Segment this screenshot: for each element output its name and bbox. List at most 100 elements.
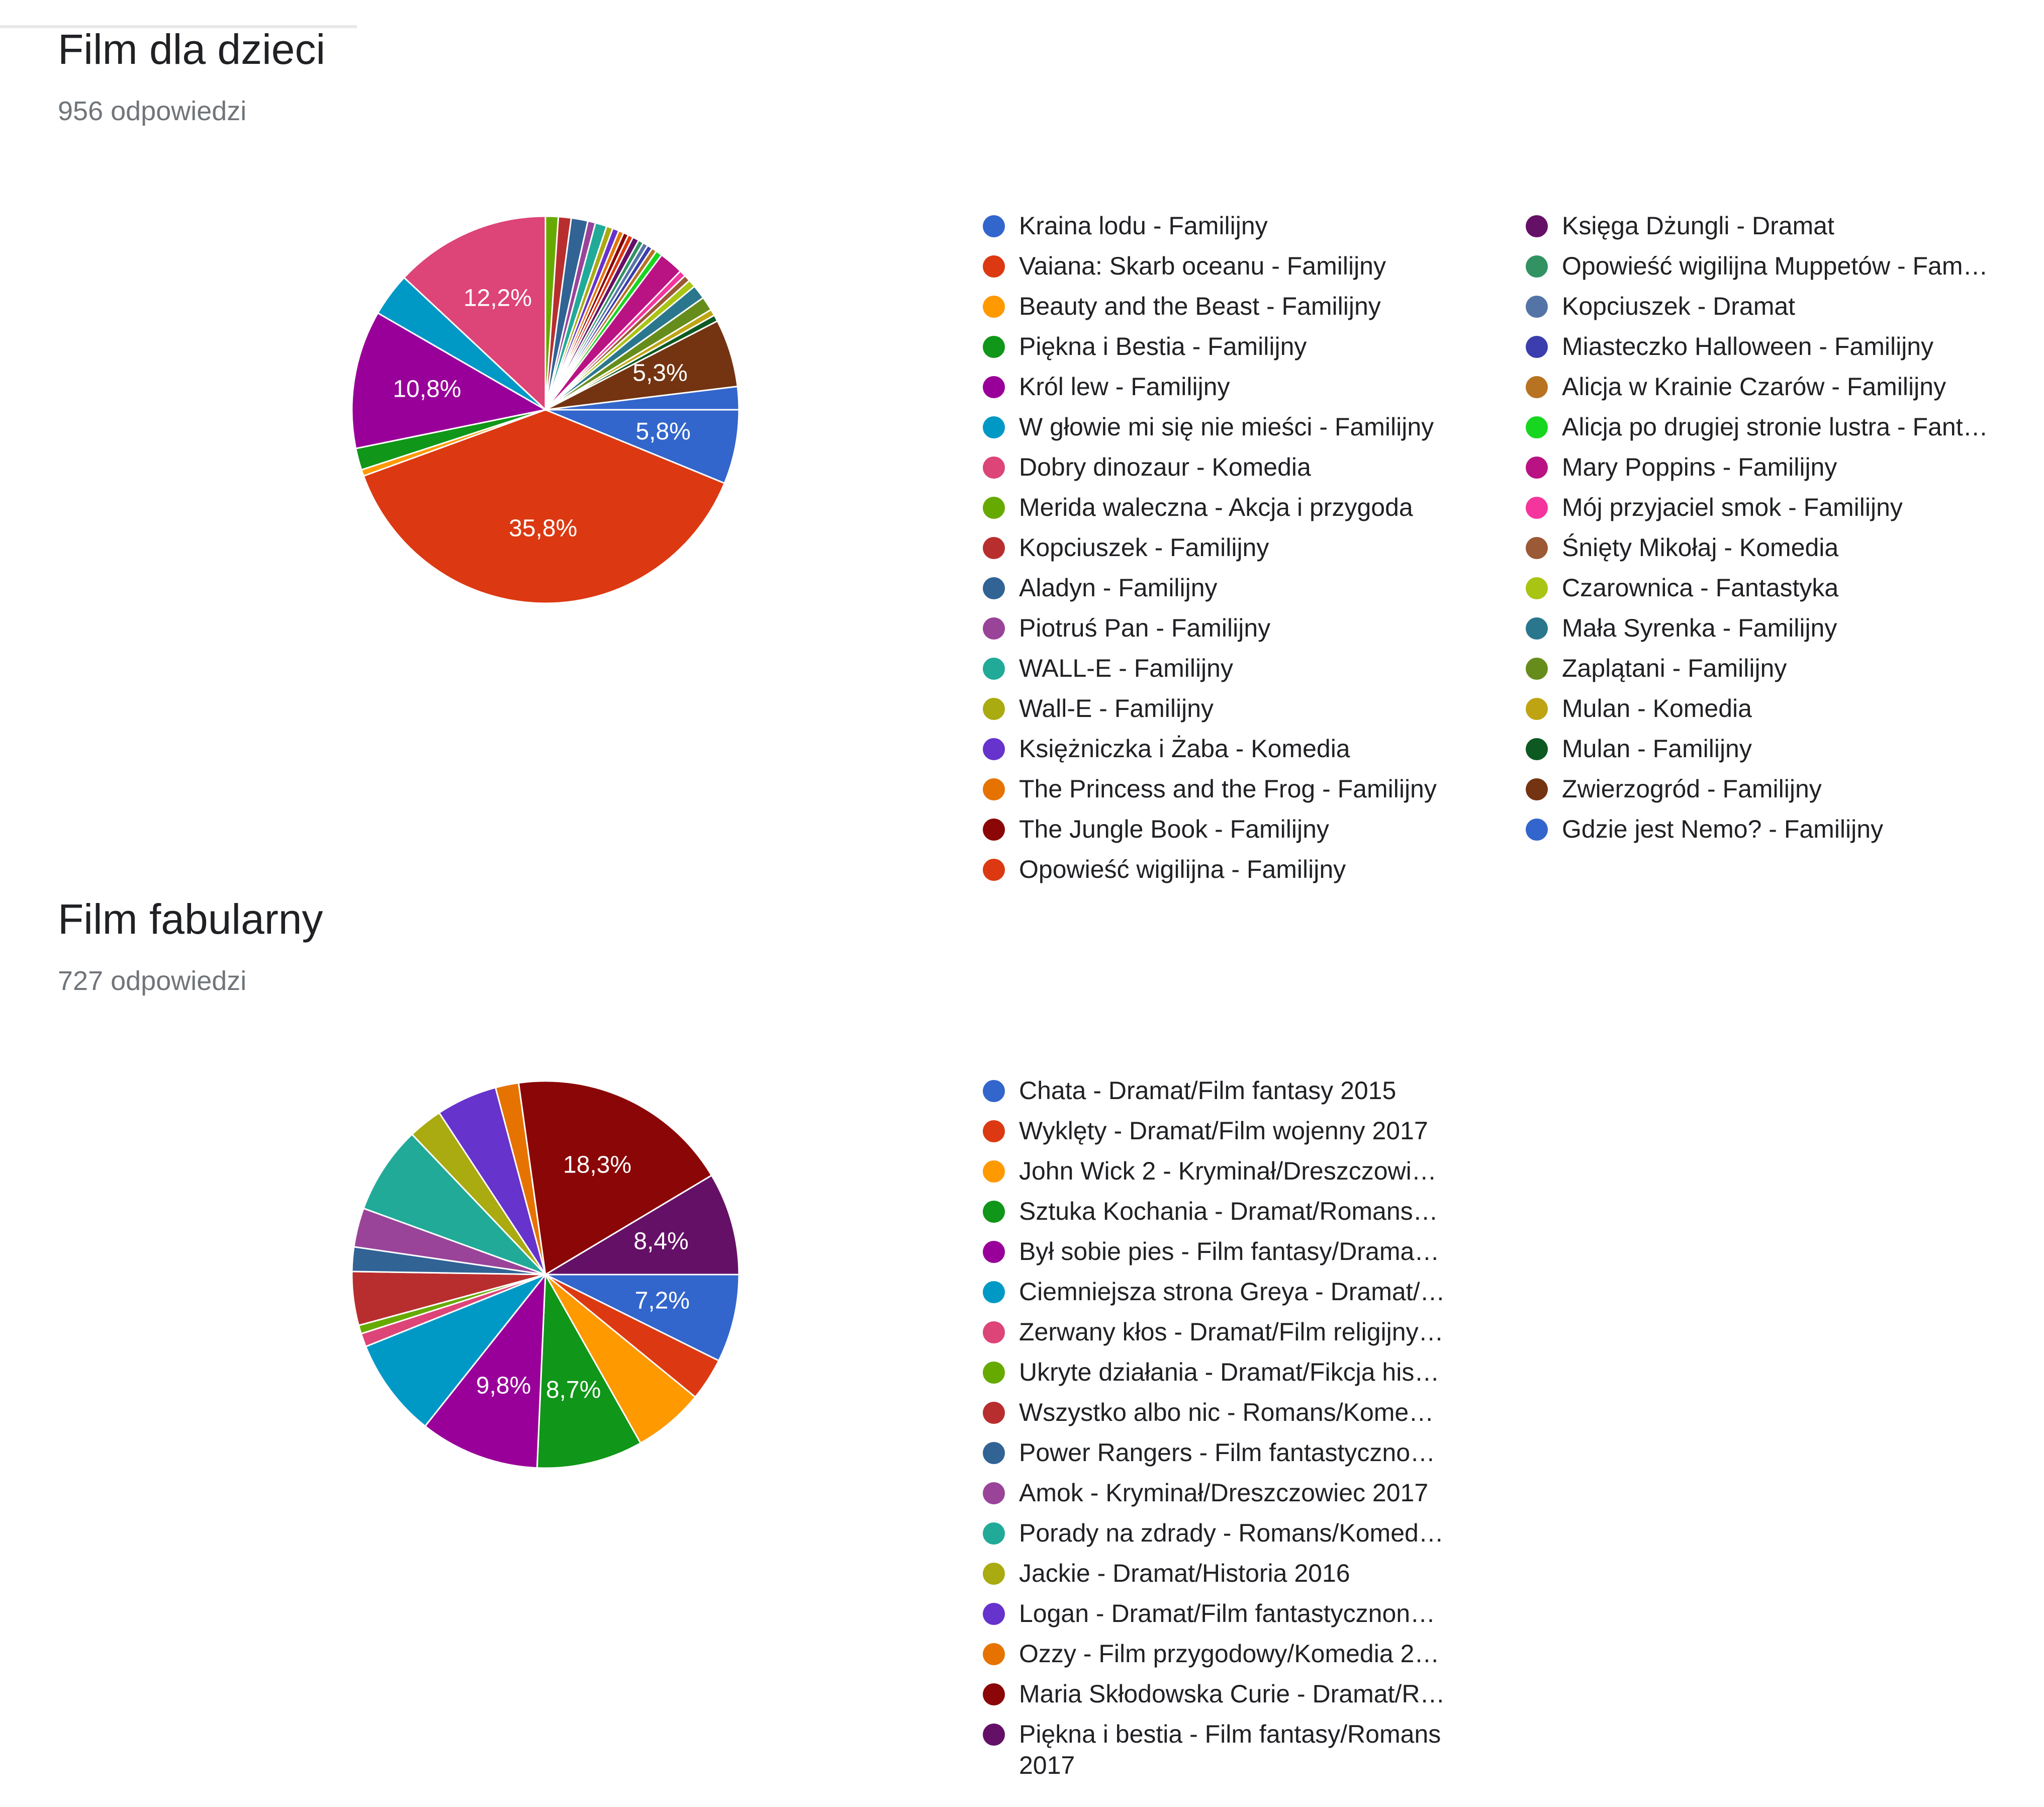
pie-slice[interactable] [545, 409, 740, 485]
legend-label: Aladyn - Familijny [1019, 574, 1218, 602]
legend-item[interactable]: Był sobie pies - Film fantasy/Drama… [983, 1236, 1485, 1276]
legend-item[interactable]: Logan - Dramat/Film fantastycznon… [983, 1598, 1485, 1638]
legend-item[interactable]: Mój przyjaciel smok - Familijny [1526, 492, 2018, 532]
legend-item[interactable]: John Wick 2 - Kryminał/Dreszczowi… [983, 1155, 1485, 1196]
legend-item[interactable]: Ciemniejsza strona Greya - Dramat/… [983, 1276, 1485, 1316]
legend-label: Maria Skłodowska Curie - Dramat/R… [1019, 1680, 1445, 1708]
pie-chart[interactable]: 7,2% 8,7% 9,8% 18,3% 8,4% [347, 1076, 744, 1473]
legend-swatch [983, 416, 1005, 438]
legend-item[interactable]: Merida waleczna - Akcja i przygoda [983, 492, 1511, 532]
legend-swatch [983, 1281, 1005, 1303]
pie-slice[interactable] [351, 312, 548, 449]
pie-chart[interactable]: 5,8% 35,8% 10,8% 12,2% 5,3% [347, 211, 744, 608]
legend-label: Alicja w Krainie Czarów - Familijny [1562, 373, 1946, 401]
legend-item[interactable]: Opowieść wigilijna Muppetów - Fam… [1526, 250, 2018, 291]
pie-slice[interactable] [545, 1274, 740, 1362]
legend-item[interactable]: Maria Skłodowska Curie - Dramat/R… [983, 1678, 1485, 1719]
legend-item[interactable]: Mulan - Komedia [1526, 693, 2018, 733]
pie-slice[interactable] [362, 1133, 546, 1276]
chart-title: Film dla dzieci [58, 26, 326, 73]
legend-item[interactable]: Wszystko albo nic - Romans/Kome… [983, 1397, 1485, 1437]
legend-item[interactable]: Beauty and the Beast - Familijny [983, 291, 1511, 331]
legend-item[interactable]: WALL-E - Familijny [983, 653, 1511, 693]
pie-slice[interactable] [424, 1272, 546, 1469]
legend-item[interactable]: Porady na zdrady - Romans/Komed… [983, 1517, 1485, 1558]
legend-item[interactable]: Ukryte działania - Dramat/Fikcja his… [983, 1357, 1485, 1397]
legend-item[interactable]: Mała Syrenka - Familijny [1526, 612, 2018, 653]
legend-item[interactable]: Alicja po drugiej stronie lustra - Fant… [1526, 411, 2018, 451]
legend-item[interactable]: Ozzy - Film przygodowy/Komedia 2… [983, 1638, 1485, 1678]
legend-swatch [983, 1201, 1005, 1223]
legend-swatch [983, 738, 1005, 760]
legend-label: WALL-E - Familijny [1019, 654, 1233, 682]
legend-item[interactable]: Mary Poppins - Familijny [1526, 451, 2018, 492]
legend-column: Kraina lodu - Familijny Vaiana: Skarb oce… [983, 210, 1511, 894]
legend-label: Mulan - Komedia [1562, 694, 1752, 722]
legend-swatch [1526, 416, 1548, 438]
legend-item[interactable]: Alicja w Krainie Czarów - Familijny [1526, 371, 2018, 411]
legend-item[interactable]: Śnięty Mikołaj - Komedia [1526, 532, 2018, 572]
legend-item[interactable]: Kopciuszek - Dramat [1526, 291, 2018, 331]
legend-swatch [983, 215, 1005, 237]
legend-item[interactable]: Czarownica - Fantastyka [1526, 572, 2018, 612]
pie-slice[interactable] [403, 215, 546, 412]
legend-label: Był sobie pies - Film fantasy/Drama… [1019, 1237, 1440, 1266]
legend-item[interactable]: Amok - Kryminał/Dreszczowiec 2017 [983, 1477, 1485, 1517]
legend-item[interactable]: Zaplątani - Familijny [1526, 653, 2018, 693]
legend-item[interactable]: Gdzie jest Nemo? - Familijny [1526, 814, 2018, 854]
legend-item[interactable]: The Princess and the Frog - Familijny [983, 773, 1511, 814]
pie-slice[interactable] [536, 1272, 642, 1469]
legend-item[interactable]: Zerwany kłos - Dramat/Film religijny… [983, 1316, 1485, 1357]
legend-swatch [983, 658, 1005, 680]
pie-slice[interactable] [545, 385, 740, 411]
legend-label: Opowieść wigilijna Muppetów - Fam… [1562, 252, 1988, 280]
legend-label: Ukryte działania - Dramat/Fikcja his… [1019, 1358, 1440, 1386]
legend-item[interactable]: Kopciuszek - Familijny [983, 532, 1511, 572]
legend-item[interactable]: Księga Dżungli - Dramat [1526, 210, 2018, 250]
legend-item[interactable]: Vaiana: Skarb oceanu - Familijny [983, 250, 1511, 291]
legend-item[interactable]: Wall-E - Familijny [983, 693, 1511, 733]
legend-label: The Princess and the Frog - Familijny [1019, 775, 1437, 803]
legend-item[interactable]: Aladyn - Familijny [983, 572, 1511, 612]
legend-swatch [983, 1402, 1005, 1424]
legend-swatch [983, 698, 1005, 720]
legend-item[interactable]: The Jungle Book - Familijny [983, 814, 1511, 854]
legend-item[interactable]: Chata - Dramat/Film fantasy 2015 [983, 1075, 1485, 1115]
slice-label: 7,2% [635, 1287, 690, 1314]
legend-label: Śnięty Mikołaj - Komedia [1562, 533, 1839, 562]
pie-slice[interactable] [542, 1174, 740, 1276]
legend-item[interactable]: Power Rangers - Film fantastyczno… [983, 1437, 1485, 1477]
pie-slice[interactable] [545, 320, 738, 411]
legend-column: Księga Dżungli - Dramat Opowieść wigilijn… [1526, 210, 2018, 854]
legend-item[interactable]: Piękna i Bestia - Familijny [983, 331, 1511, 371]
pie-slice[interactable] [362, 409, 726, 604]
pie-slice[interactable] [544, 1274, 697, 1444]
legend-item[interactable]: Piotruś Pan - Familijny [983, 612, 1511, 653]
legend-column: Chata - Dramat/Film fantasy 2015 Wyklęty … [983, 1075, 1485, 1781]
legend-label: Beauty and the Beast - Familijny [1019, 292, 1381, 320]
legend-item[interactable]: Opowieść wigilijna - Familijny [983, 854, 1511, 894]
legend-item[interactable]: Jackie - Dramat/Historia 2016 [983, 1558, 1485, 1598]
legend-item[interactable]: Miasteczko Halloween - Familijny [1526, 331, 2018, 371]
legend-label: Księga Dżungli - Dramat [1562, 212, 1834, 240]
slice-label: 5,8% [635, 418, 690, 445]
legend-item[interactable]: Sztuka Kochania - Dramat/Romans… [983, 1196, 1485, 1236]
legend-item[interactable]: Wyklęty - Dramat/Film wojenny 2017 [983, 1115, 1485, 1155]
legend-item[interactable]: Piękna i bestia - Film fantasy/Romans 20… [983, 1719, 1485, 1781]
pie-slice[interactable] [517, 1080, 713, 1276]
legend-item[interactable]: Król lew - Familijny [983, 371, 1511, 411]
legend-item[interactable]: Kraina lodu - Familijny [983, 210, 1511, 250]
legend-item[interactable]: W głowie mi się nie mieści - Familijny [983, 411, 1511, 451]
legend-item[interactable]: Dobry dinozaur - Komedia [983, 451, 1511, 492]
legend-swatch [983, 1160, 1005, 1183]
slice-label: 18,3% [563, 1151, 631, 1178]
legend-item[interactable]: Księżniczka i Żaba - Komedia [983, 733, 1511, 773]
legend-swatch [983, 537, 1005, 559]
response-count: 727 odpowiedzi [58, 966, 247, 996]
legend-label: Dobry dinozaur - Komedia [1019, 453, 1311, 481]
legend-swatch [1526, 336, 1548, 358]
legend-item[interactable]: Mulan - Familijny [1526, 733, 2018, 773]
chart-section-film-dla-dzieci: Film dla dzieci 956 odpowiedzi 5,8% 35,8%… [0, 0, 2044, 885]
legend-item[interactable]: Zwierzogród - Familijny [1526, 773, 2018, 814]
pie-slice[interactable] [364, 1273, 548, 1427]
